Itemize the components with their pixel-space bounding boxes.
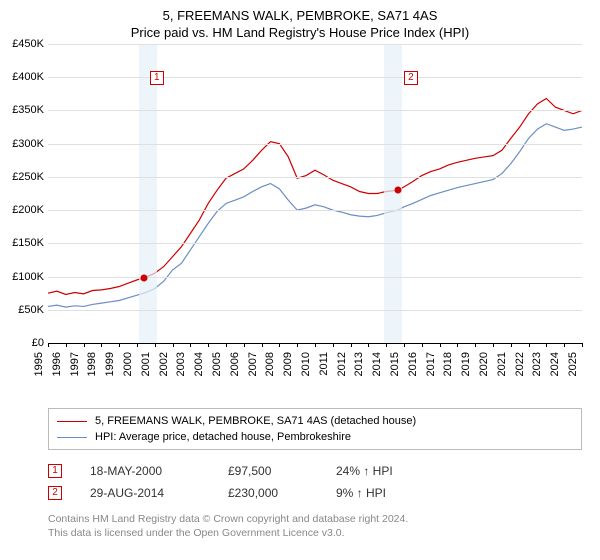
series-hpi xyxy=(48,124,582,307)
transaction-table: 1 18-MAY-2000 £97,500 24% ↑ HPI 2 29-AUG… xyxy=(48,460,582,504)
tx-date: 29-AUG-2014 xyxy=(90,486,200,500)
tx-delta: 24% ↑ HPI xyxy=(336,464,393,478)
legend-swatch-property xyxy=(57,421,87,422)
tx-price: £97,500 xyxy=(228,464,308,478)
table-row: 2 29-AUG-2014 £230,000 9% ↑ HPI xyxy=(48,482,582,504)
plot-region: £0£50K£100K£150K£200K£250K£300K£350K£400… xyxy=(48,44,582,344)
legend-block: 5, FREEMANS WALK, PEMBROKE, SA71 4AS (de… xyxy=(48,408,582,540)
series-property xyxy=(48,98,582,294)
marker-box-1: 1 xyxy=(150,71,164,85)
y-axis-label: £0 xyxy=(0,337,44,349)
chart-title: 5, FREEMANS WALK, PEMBROKE, SA71 4AS xyxy=(0,8,600,23)
y-axis-label: £200K xyxy=(0,204,44,216)
footer-line-1: Contains HM Land Registry data © Crown c… xyxy=(48,512,582,526)
tx-date: 18-MAY-2000 xyxy=(90,464,200,478)
y-axis-label: £250K xyxy=(0,171,44,183)
tx-marker-1: 1 xyxy=(48,464,62,478)
table-row: 1 18-MAY-2000 £97,500 24% ↑ HPI xyxy=(48,460,582,482)
legend-label-hpi: HPI: Average price, detached house, Pemb… xyxy=(95,431,351,443)
series-legend: 5, FREEMANS WALK, PEMBROKE, SA71 4AS (de… xyxy=(48,408,582,450)
chart-area: £0£50K£100K£150K£200K£250K£300K£350K£400… xyxy=(48,44,582,374)
price-dot-2 xyxy=(394,187,401,194)
y-axis-label: £400K xyxy=(0,71,44,83)
tx-delta: 9% ↑ HPI xyxy=(336,486,386,500)
chart-subtitle: Price paid vs. HM Land Registry's House … xyxy=(0,25,600,40)
legend-label-property: 5, FREEMANS WALK, PEMBROKE, SA71 4AS (de… xyxy=(95,415,416,427)
legend-row-hpi: HPI: Average price, detached house, Pemb… xyxy=(57,429,573,445)
marker-box-2: 2 xyxy=(404,71,418,85)
footer: Contains HM Land Registry data © Crown c… xyxy=(48,512,582,540)
tx-price: £230,000 xyxy=(228,486,308,500)
y-axis-label: £300K xyxy=(0,138,44,150)
price-dot-1 xyxy=(140,275,147,282)
legend-swatch-hpi xyxy=(57,437,87,438)
y-axis-label: £150K xyxy=(0,237,44,249)
line-layer xyxy=(48,44,582,343)
footer-line-2: This data is licensed under the Open Gov… xyxy=(48,526,582,540)
y-axis-label: £50K xyxy=(0,304,44,316)
legend-row-property: 5, FREEMANS WALK, PEMBROKE, SA71 4AS (de… xyxy=(57,413,573,429)
tx-marker-2: 2 xyxy=(48,486,62,500)
y-axis-label: £100K xyxy=(0,271,44,283)
y-axis-label: £350K xyxy=(0,104,44,116)
y-axis-label: £450K xyxy=(0,38,44,50)
title-block: 5, FREEMANS WALK, PEMBROKE, SA71 4AS Pri… xyxy=(0,0,600,44)
x-axis-label: 2025 xyxy=(567,352,597,376)
